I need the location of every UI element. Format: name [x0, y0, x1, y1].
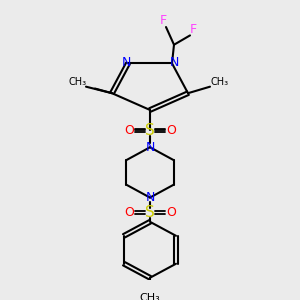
- Text: CH₃: CH₃: [69, 77, 87, 87]
- Text: CH₃: CH₃: [140, 293, 160, 300]
- Text: O: O: [166, 206, 176, 219]
- Text: S: S: [145, 123, 155, 138]
- Text: F: F: [189, 23, 197, 36]
- Text: S: S: [145, 205, 155, 220]
- Text: N: N: [145, 191, 155, 204]
- Text: O: O: [124, 206, 134, 219]
- Text: CH₃: CH₃: [211, 77, 229, 87]
- Text: O: O: [124, 124, 134, 137]
- Text: N: N: [121, 56, 131, 69]
- Text: N: N: [145, 141, 155, 154]
- Text: N: N: [169, 56, 179, 69]
- Text: F: F: [159, 14, 167, 27]
- Text: O: O: [166, 124, 176, 137]
